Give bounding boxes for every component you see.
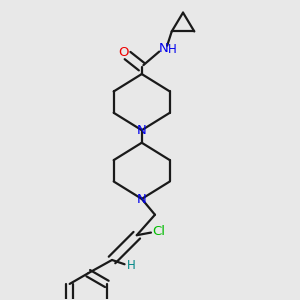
Text: N: N: [136, 124, 146, 137]
Text: O: O: [118, 46, 129, 59]
Text: H: H: [127, 260, 136, 272]
Text: N: N: [136, 193, 146, 206]
Text: N: N: [158, 42, 168, 55]
Text: H: H: [168, 44, 177, 56]
Text: Cl: Cl: [152, 225, 165, 238]
